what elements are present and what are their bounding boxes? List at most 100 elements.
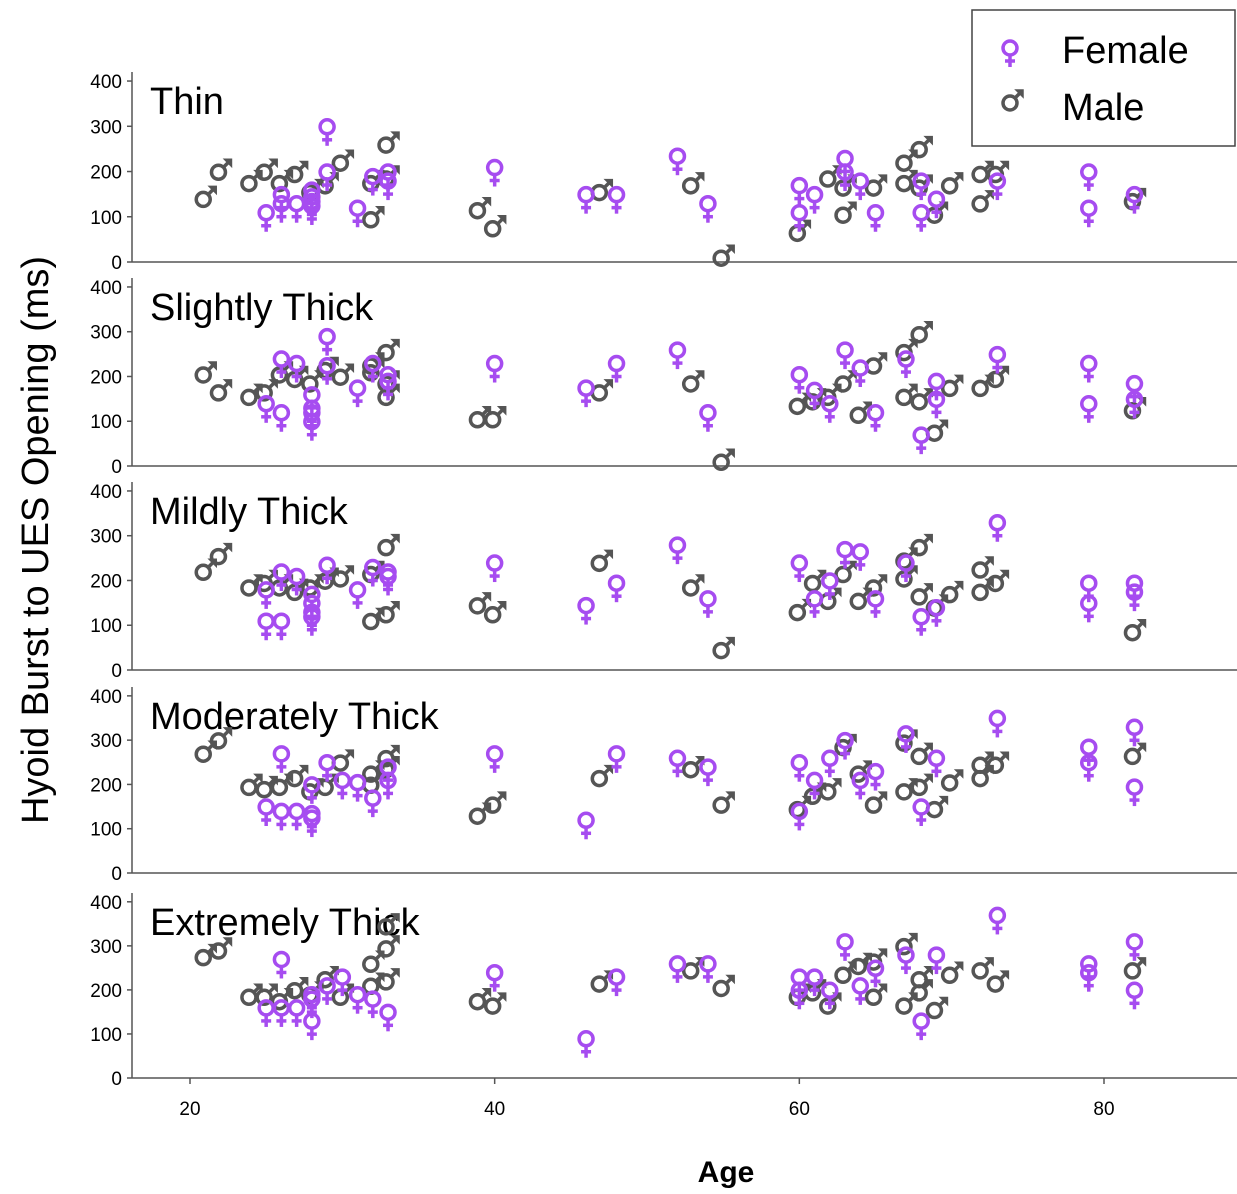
female-point <box>607 354 626 385</box>
female-point <box>272 745 291 775</box>
female-point <box>348 581 367 611</box>
male-point <box>910 532 934 557</box>
female-point <box>577 811 595 842</box>
male-point <box>971 555 995 579</box>
male-point <box>209 378 234 402</box>
female-point <box>1080 354 1098 385</box>
female-point <box>1080 395 1098 425</box>
female-point <box>318 977 336 1007</box>
female-point <box>272 950 291 981</box>
female-point <box>790 753 809 784</box>
female-point <box>257 612 275 642</box>
female-point <box>912 798 930 828</box>
male-point <box>590 378 615 402</box>
y-tick-label: 0 <box>111 457 122 478</box>
female-point <box>851 771 870 802</box>
female-point <box>348 985 367 1016</box>
male-point <box>681 171 706 195</box>
female-point <box>257 581 275 611</box>
female-point <box>364 789 382 819</box>
male-point <box>209 157 234 182</box>
male-point <box>209 541 234 566</box>
male-point <box>712 973 736 998</box>
male-point <box>834 369 858 393</box>
legend-male-label: Male <box>1062 87 1144 129</box>
female-point <box>364 990 382 1020</box>
y-tick-label: 200 <box>90 367 122 388</box>
legend-box <box>971 9 1236 147</box>
x-tick-label: 80 <box>1093 1099 1114 1120</box>
x-tick-label: 60 <box>789 1099 810 1120</box>
female-point <box>927 749 946 780</box>
male-point <box>483 991 508 1015</box>
male-point <box>681 573 706 597</box>
x-axis-label: Age <box>698 1156 755 1189</box>
female-point <box>318 753 336 784</box>
female-point <box>485 963 504 994</box>
male-point <box>910 319 934 344</box>
male-point <box>940 579 965 604</box>
y-axis-label: Hyoid Burst to UES Opening (ms) <box>15 256 57 824</box>
female-point <box>805 590 824 620</box>
female-point <box>287 802 306 833</box>
male-point <box>910 978 934 1002</box>
female-point <box>318 327 336 358</box>
female-point <box>272 404 291 434</box>
female-point <box>1125 981 1144 1012</box>
y-tick-label: 0 <box>111 661 122 682</box>
legend-female-label: Female <box>1062 30 1189 72</box>
male-point <box>331 748 356 772</box>
female-point <box>303 809 321 839</box>
x-axis: 20 40 60 80 <box>179 1078 1115 1120</box>
y-tick-label: 400 <box>90 72 122 93</box>
female-point <box>577 1030 595 1060</box>
panel-title: Extremely Thick <box>150 902 421 944</box>
female-point <box>607 574 626 604</box>
female-point <box>912 204 930 234</box>
y-tick-label: 100 <box>90 208 122 229</box>
y-tick-label: 200 <box>90 163 122 184</box>
female-point <box>912 608 930 638</box>
male-point <box>940 960 965 985</box>
legend: Female Male <box>971 9 1236 147</box>
male-point <box>910 134 934 159</box>
y-tick-label: 400 <box>90 482 122 503</box>
female-point <box>790 802 809 833</box>
female-point <box>836 540 854 571</box>
female-point <box>988 709 1007 740</box>
x-tick-label: 40 <box>484 1099 505 1120</box>
male-point <box>925 995 950 1020</box>
panel-3: 0 100 200 300 400 Mildly Thick <box>90 482 1237 682</box>
x-tick-label: 20 <box>179 1099 200 1120</box>
male-point <box>194 360 218 384</box>
female-point <box>699 758 717 788</box>
female-point <box>699 194 717 225</box>
panel-5: 0 100 200 300 400 Extremely Thick <box>90 893 1237 1090</box>
female-point <box>851 172 870 202</box>
female-point <box>668 955 687 985</box>
male-point <box>377 337 401 362</box>
female-point <box>379 1003 397 1034</box>
male-point <box>971 956 995 980</box>
y-tick-label: 100 <box>90 412 122 433</box>
y-tick-label: 100 <box>90 820 122 841</box>
female-point <box>851 977 870 1007</box>
female-point <box>485 554 504 584</box>
female-point <box>805 185 824 216</box>
female-point <box>1125 778 1144 808</box>
male-point <box>1123 741 1148 766</box>
y-tick-label: 400 <box>90 687 122 708</box>
male-point <box>910 582 934 606</box>
y-tick-label: 300 <box>90 731 122 752</box>
male-point <box>468 195 493 220</box>
female-point <box>836 933 854 963</box>
female-point <box>1080 738 1098 768</box>
female-point <box>287 194 306 225</box>
female-point <box>668 341 687 371</box>
y-tick-label: 0 <box>111 864 122 885</box>
female-point <box>790 176 809 207</box>
male-point <box>590 763 615 788</box>
male-point <box>331 362 356 386</box>
female-point <box>577 379 595 409</box>
female-point <box>668 749 687 780</box>
